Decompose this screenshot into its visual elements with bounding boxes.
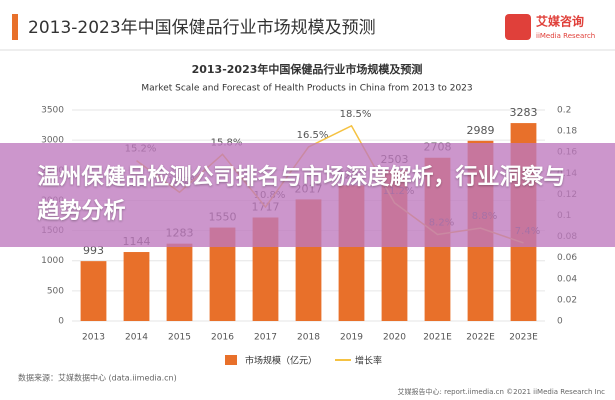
logo-name: 艾媒咨询 [536,14,584,29]
bar-label: 993 [83,244,104,257]
line-label: 15.8% [211,137,243,148]
bar-label: 3283 [510,106,538,119]
x-tick-label: 2016 [211,333,234,343]
bar [166,243,193,321]
x-tick-label: 2022E [466,333,495,343]
y2-tick-label: 0.02 [557,295,577,305]
banner-title: 温州保健品检测公司排名与市场深度解析，行业洞察与趋势分析 [37,165,566,224]
legend-swatch [225,355,237,365]
x-tick-label: 2017 [254,333,277,343]
footer: 艾媒报告中心: report.iimedia.cn ©2021 iiMedia … [398,387,606,396]
x-tick-label: 2019 [340,333,363,343]
y-tick-label: 500 [47,286,64,296]
logo-icon [505,14,531,40]
logo-sub: iiMedia Research [536,32,595,40]
y-tick-label: 3500 [41,106,64,116]
source: 数据来源：艾媒数据中心 (data.iimedia.cn) [18,373,177,383]
header-title: 2013-2023年中国保健品行业市场规模及预测 [28,18,376,38]
y2-tick-label: 0.2 [557,106,571,116]
y2-tick-label: 0.18 [557,127,577,137]
x-tick-label: 2013 [82,333,105,343]
line-label: 16.5% [297,130,329,141]
line-label: 18.5% [340,109,372,120]
bar-label: 2989 [467,124,495,137]
bar [80,261,107,321]
chart-title: 2013-2023年中国保健品行业市场规模及预测 [192,62,423,76]
x-tick-label: 2015 [168,333,191,343]
x-tick-label: 2018 [297,333,320,343]
legend-label: 增长率 [355,355,382,367]
y-tick-label: 1000 [41,256,64,266]
bar [123,252,150,321]
x-tick-label: 2021E [423,333,452,343]
y2-tick-label: 0 [557,317,563,327]
x-tick-label: 2014 [125,333,148,343]
y2-tick-label: 0.04 [557,274,577,284]
y-tick-label: 0 [58,317,64,327]
y2-tick-label: 0.06 [557,253,577,263]
y-tick-label: 3000 [41,136,64,146]
banner: 温州保健品检测公司排名与市场深度解析，行业洞察与趋势分析 [0,143,615,247]
legend-label: 市场规模（亿元） [245,355,317,367]
x-tick-label: 2023E [509,333,538,343]
chart-subtitle: Market Scale and Forecast of Health Prod… [141,84,472,94]
accent [12,14,18,40]
x-tick-label: 2020 [383,333,406,343]
